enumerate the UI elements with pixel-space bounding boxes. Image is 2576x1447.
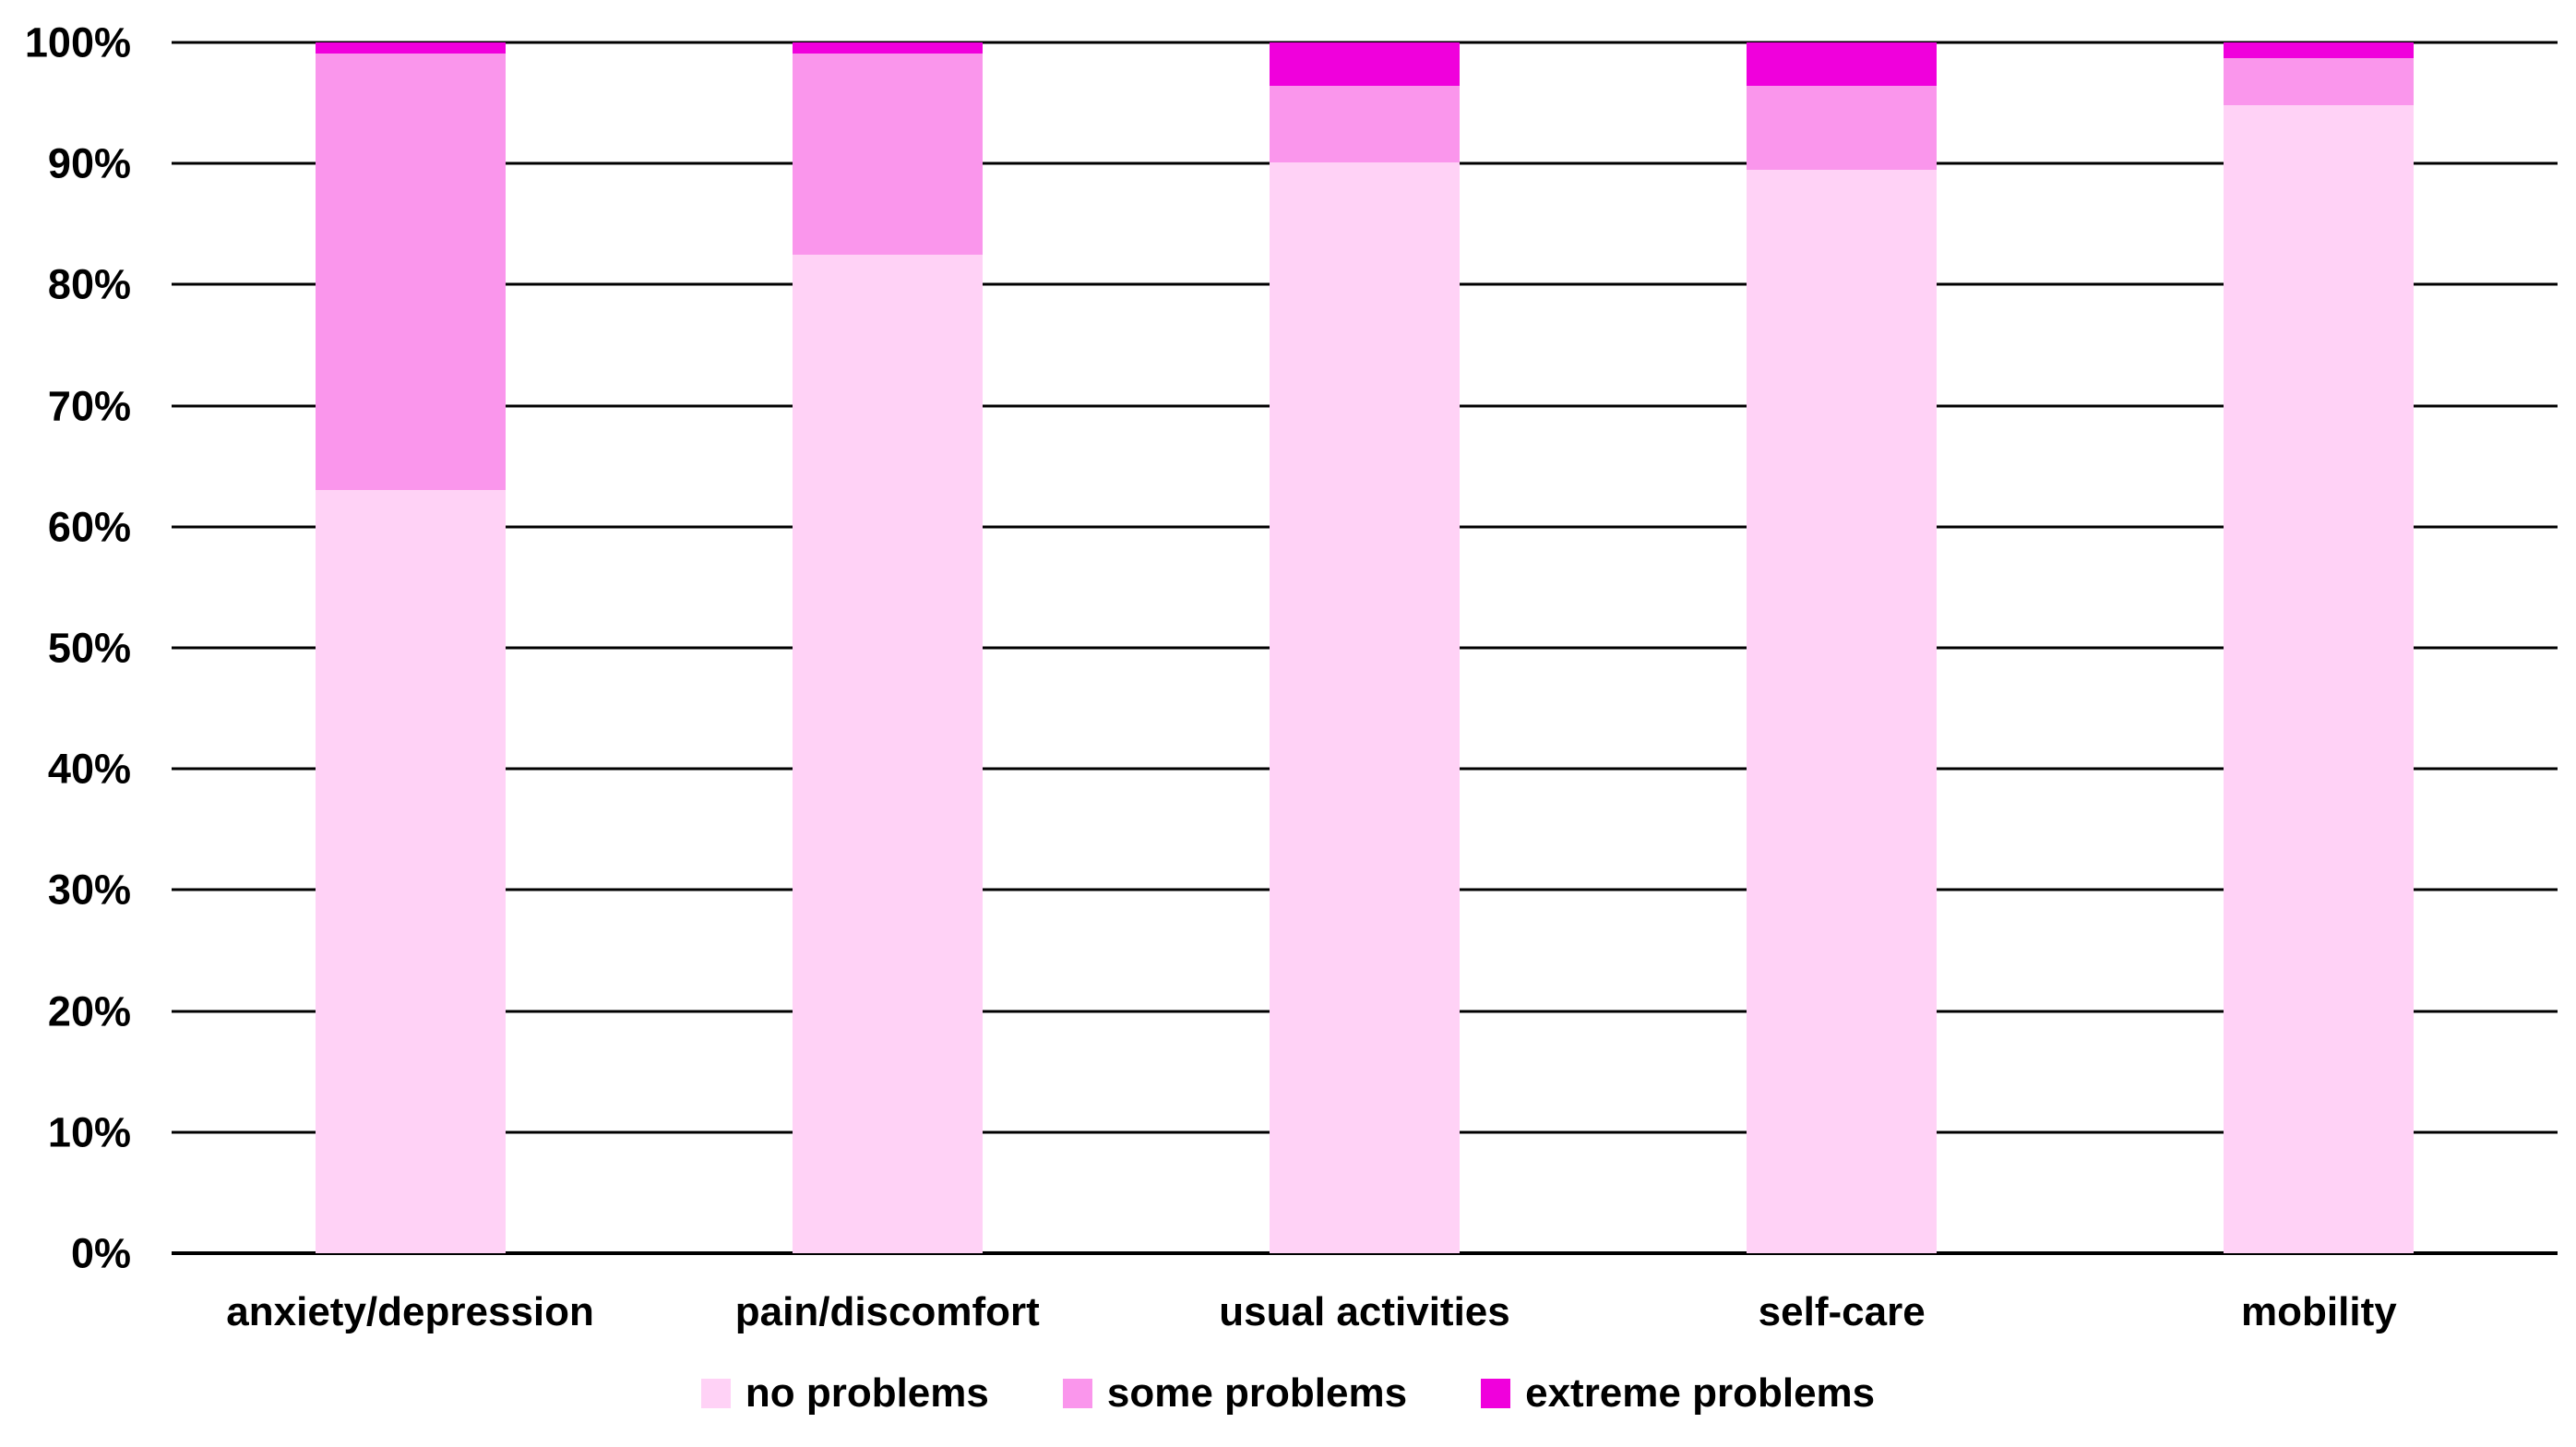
legend-swatch-extreme-problems (1481, 1379, 1511, 1408)
y-tick-label: 20% (47, 987, 131, 1035)
bar-segment-some-problems (792, 53, 983, 255)
legend-item-some-problems: some problems (1062, 1370, 1408, 1416)
y-tick-label: 50% (47, 624, 131, 672)
x-category-label-usual-activities: usual activities (1219, 1289, 1510, 1334)
y-tick-label: 100% (24, 18, 131, 66)
legend-item-extreme-problems: extreme problems (1481, 1373, 1875, 1414)
bar-segment-some-problems (1747, 86, 1938, 170)
bar-segment-extreme-problems (1747, 42, 1938, 87)
x-axis-line (172, 1251, 2558, 1255)
y-tick-label: 0% (70, 1229, 131, 1277)
bar-segment-extreme-problems (792, 42, 983, 54)
y-tick-label: 80% (47, 260, 131, 308)
x-category-label-anxiety-depression: anxiety/depression (226, 1289, 594, 1334)
legend-label: no problems (745, 1370, 989, 1416)
bar-segment-no-problems (1270, 161, 1460, 1253)
x-category-label-self-care: self-care (1758, 1289, 1926, 1334)
x-category-label-mobility: mobility (2241, 1289, 2397, 1334)
x-category-label-pain-discomfort: pain/discomfort (734, 1289, 1040, 1334)
legend-swatch-no-problems (700, 1379, 731, 1408)
bar-segment-no-problems (2224, 105, 2415, 1253)
y-tick-label: 40% (47, 745, 131, 793)
bar-segment-no-problems (1747, 169, 1938, 1253)
bar-segment-some-problems (2224, 58, 2415, 106)
legend-item-no-problems: no problems (700, 1370, 989, 1416)
legend-label: some problems (1106, 1370, 1408, 1416)
bar-segment-extreme-problems (1270, 42, 1460, 87)
bar-segment-extreme-problems (2224, 42, 2415, 59)
legend-swatch-some-problems (1062, 1379, 1092, 1408)
bar-segment-extreme-problems (315, 42, 506, 54)
bar-segment-some-problems (315, 53, 506, 491)
y-tick-label: 30% (47, 866, 131, 914)
bar-segment-no-problems (315, 490, 506, 1253)
y-tick-label: 10% (47, 1108, 131, 1156)
legend: no problems some problems extreme problems (0, 1373, 2576, 1414)
y-axis-labels: 0% 10% 20% 30% 40% 50% 60% 70% 80% 90% 100% (0, 0, 137, 1447)
bar-segment-no-problems (792, 254, 983, 1253)
y-tick-label: 90% (47, 139, 131, 187)
legend-label: extreme problems (1525, 1370, 1876, 1416)
y-tick-label: 70% (47, 382, 131, 430)
y-tick-label: 60% (47, 503, 131, 551)
bar-segment-some-problems (1270, 86, 1460, 162)
x-axis-labels: anxiety/depression pain/discomfort usual a… (0, 1289, 2576, 1345)
